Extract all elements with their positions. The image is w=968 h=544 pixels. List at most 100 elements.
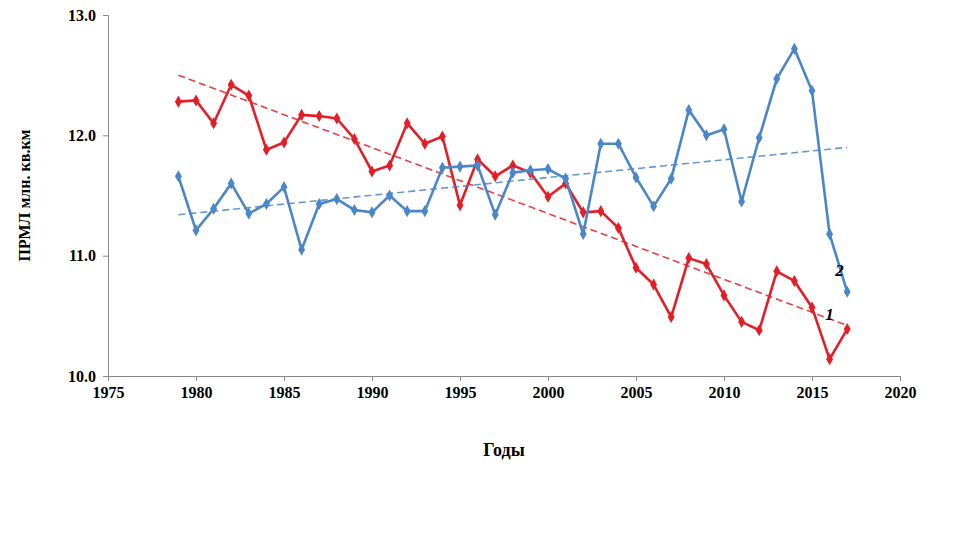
y-tick-label: 11.0 xyxy=(69,247,96,264)
marker xyxy=(474,159,481,171)
y-tick-mark xyxy=(103,135,108,136)
marker xyxy=(615,138,622,150)
y-axis-title: ПРМЛ млн. кв.км xyxy=(16,129,33,261)
x-tick-label: 1995 xyxy=(445,384,477,401)
marker xyxy=(615,222,622,234)
marker xyxy=(668,311,675,323)
x-tick-mark xyxy=(724,376,725,381)
x-tick: 2000 xyxy=(533,376,565,401)
marker xyxy=(773,265,780,277)
x-tick-label: 1975 xyxy=(93,384,125,401)
x-axis-title: Годы xyxy=(483,440,525,460)
x-tick-label: 1990 xyxy=(357,384,389,401)
y-tick: 13.0 xyxy=(68,7,108,24)
markers xyxy=(175,79,851,365)
x-tick: 2020 xyxy=(885,376,917,401)
x-tick: 1985 xyxy=(269,376,301,401)
marker xyxy=(809,85,816,97)
x-tick-label: 2015 xyxy=(797,384,829,401)
marker xyxy=(333,112,340,124)
marker xyxy=(369,206,376,218)
marker xyxy=(703,129,710,141)
marker xyxy=(738,195,745,207)
marker xyxy=(316,198,323,210)
series-label: 2 xyxy=(834,261,844,280)
x-tick: 2015 xyxy=(797,376,829,401)
marker xyxy=(668,173,675,185)
y-tick-mark xyxy=(103,15,108,16)
marker xyxy=(386,189,393,201)
x-tick: 2010 xyxy=(709,376,741,401)
x-tick-label: 1980 xyxy=(181,384,213,401)
marker xyxy=(245,90,252,102)
x-tick: 1995 xyxy=(445,376,477,401)
x-tick-mark xyxy=(812,376,813,381)
marker xyxy=(650,200,657,212)
marker xyxy=(369,165,376,177)
y-tick-label: 13.0 xyxy=(68,7,96,24)
marker xyxy=(703,258,710,270)
marker xyxy=(738,316,745,328)
marker xyxy=(333,193,340,205)
x-tick-mark xyxy=(460,376,461,381)
marker xyxy=(721,289,728,301)
trend-line xyxy=(178,75,847,325)
x-tick: 1980 xyxy=(181,376,213,401)
marker xyxy=(509,167,516,179)
marker xyxy=(791,43,798,55)
marker xyxy=(175,170,182,182)
x-tick-mark xyxy=(900,376,901,381)
marker xyxy=(193,94,200,106)
marker xyxy=(421,138,428,150)
marker xyxy=(844,323,851,335)
plot-area xyxy=(175,43,851,366)
marker xyxy=(492,209,499,221)
marker xyxy=(545,163,552,175)
marker xyxy=(633,171,640,183)
marker xyxy=(439,131,446,143)
marker xyxy=(439,162,446,174)
marker xyxy=(228,177,235,189)
marker xyxy=(281,181,288,193)
x-tick-label: 2010 xyxy=(709,384,741,401)
y-tick-mark xyxy=(103,256,108,257)
marker xyxy=(773,73,780,85)
marker xyxy=(633,262,640,274)
x-tick-label: 1985 xyxy=(269,384,301,401)
series-line xyxy=(178,49,847,292)
y-axis: 10.0 11.0 12.0 13.0 xyxy=(68,7,109,385)
marker xyxy=(263,144,270,156)
y-tick: 11.0 xyxy=(69,247,108,264)
y-tick: 12.0 xyxy=(68,127,108,144)
x-tick-label: 2020 xyxy=(885,384,917,401)
y-tick-label: 12.0 xyxy=(68,127,96,144)
marker xyxy=(351,133,358,145)
x-tick-label: 2005 xyxy=(621,384,653,401)
x-tick-mark xyxy=(284,376,285,381)
marker xyxy=(527,164,534,176)
markers xyxy=(175,43,851,298)
marker xyxy=(175,96,182,108)
marker xyxy=(193,224,200,236)
x-tick-mark xyxy=(548,376,549,381)
marker xyxy=(826,353,833,365)
marker xyxy=(809,301,816,313)
marker xyxy=(386,159,393,171)
chart: 10.0 11.0 12.0 13.0 1975 1980 1985 1990 1995 2000… xyxy=(0,0,968,544)
x-tick-mark xyxy=(372,376,373,381)
marker xyxy=(228,79,235,91)
marker xyxy=(351,204,358,216)
marker xyxy=(316,110,323,122)
series-line xyxy=(178,85,847,359)
y-tick-label: 10.0 xyxy=(68,368,96,385)
x-tick: 2005 xyxy=(621,376,653,401)
marker xyxy=(298,244,305,256)
y-axis-line xyxy=(103,16,109,377)
marker xyxy=(597,205,604,217)
marker xyxy=(210,203,217,215)
x-tick: 1975 xyxy=(93,376,125,401)
marker xyxy=(404,117,411,129)
marker xyxy=(826,228,833,240)
marker xyxy=(685,104,692,116)
x-tick: 1990 xyxy=(357,376,389,401)
